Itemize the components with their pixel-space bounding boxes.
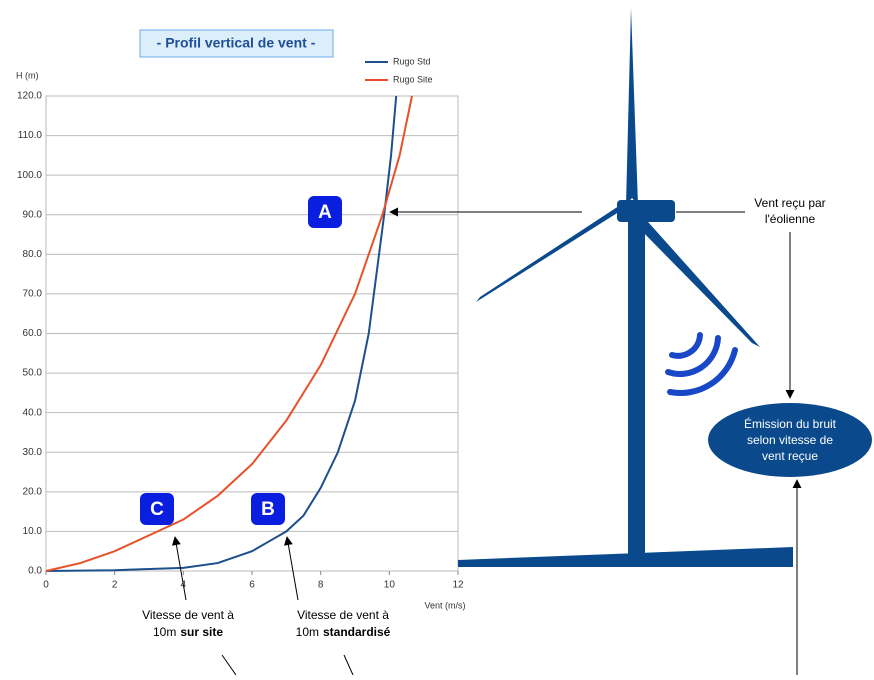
x-tick-label: 10 [384,580,396,591]
note: 10m standardisé [296,625,391,639]
legend-label: Rugo Std [393,56,431,66]
note: Vitesse de vent à [142,608,234,622]
y-tick-label: 10.0 [23,526,43,537]
y-tick-label: 0.0 [28,566,42,577]
point-label: A [318,202,332,223]
y-tick-label: 90.0 [23,209,43,220]
arrows [171,207,802,676]
note: 10m [153,625,176,639]
note: standardisé [323,625,391,639]
y-tick-label: 60.0 [23,328,43,339]
y-axis-label: H (m) [16,70,39,80]
x-tick-label: 0 [43,580,49,591]
note: 10m sur site [153,625,223,639]
wind-turbine [458,8,872,567]
plot: 0.0 10.0 20.0 30.0 40.0 50.0 60.0 70.0 80.0 90.0 1… [17,56,464,590]
y-tick-label: 40.0 [23,407,43,418]
line [45,95,413,572]
y-tick-label: 120.0 [17,91,42,102]
note: 10m [296,625,319,639]
point-label: B [261,499,275,520]
y-tick-label: 30.0 [23,447,43,458]
y-tick-label: 110.0 [18,130,43,141]
y-tick-label: 80.0 [23,249,43,260]
y-tick-label: 20.0 [23,486,43,497]
note: sur site [180,625,223,639]
note: Vitesse de vent à [297,608,389,622]
x-tick-label: 6 [249,580,255,591]
note: Émission du bruit [744,416,837,431]
note: l'éolienne [765,212,816,226]
y-tick-label: 70.0 [23,289,43,300]
y-tick-label: 50.0 [23,368,43,379]
x-axis-label: Vent (m/s) [424,600,465,610]
point-label: C [150,499,164,520]
note: selon vitesse de [747,433,833,447]
note: vent reçue [762,449,818,463]
point-markers: A B C [140,196,342,525]
x-tick-label: 12 [452,580,464,591]
title-box [139,29,334,58]
note: Vent reçu par [754,196,825,210]
chart-title: - Profil vertical de vent - [157,35,316,51]
legend-label: Rugo Site [393,74,433,84]
line [45,95,398,572]
y-tick-label: 100.0 [17,170,42,181]
x-tick-label: 2 [112,580,118,591]
x-tick-label: 8 [318,580,324,591]
